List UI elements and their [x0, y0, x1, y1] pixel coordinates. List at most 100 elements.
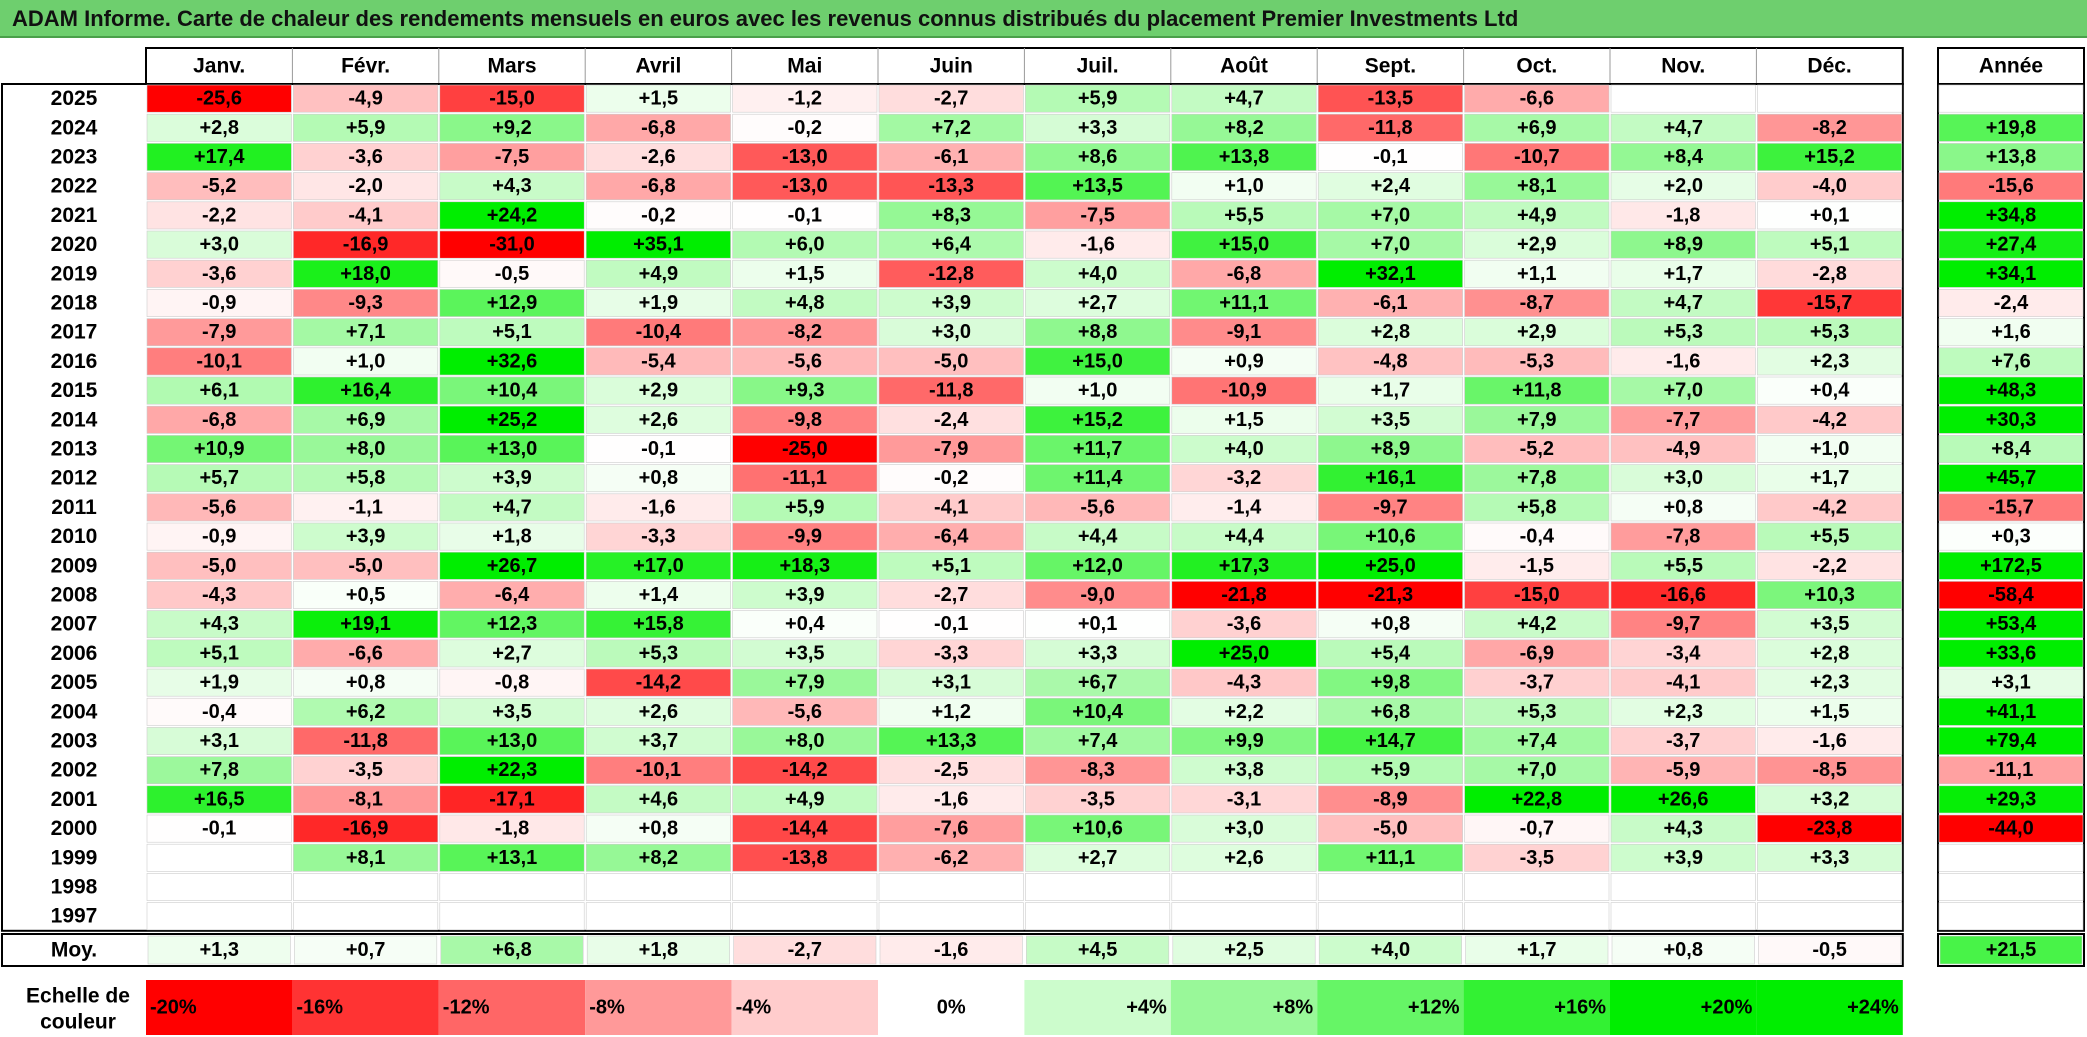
heat-cell — [1317, 172, 1463, 201]
heat-cell — [1464, 610, 1610, 639]
cell-value: -16,9 — [343, 234, 389, 256]
annual-value: +45,7 — [1986, 467, 2037, 489]
heat-cell — [1610, 610, 1756, 639]
scale-swatch — [1170, 980, 1318, 1035]
heat-cell — [1317, 376, 1463, 405]
annual-value: +30,3 — [1986, 409, 2037, 431]
heat-cell — [1610, 581, 1756, 609]
heat-cell — [1171, 639, 1317, 668]
heat-cell — [146, 785, 292, 814]
annual-cell — [1938, 435, 2084, 463]
annual-value: +27,4 — [1986, 234, 2037, 256]
year-label: 2016 — [51, 350, 98, 373]
cell-value: +6,4 — [931, 234, 971, 256]
cell-value: -5,6 — [788, 701, 822, 723]
cell-value: +8,3 — [931, 204, 970, 226]
cell-value: +2,9 — [639, 380, 678, 402]
heat-cell — [1464, 347, 1610, 376]
heat-cell — [732, 435, 878, 463]
year-header-box — [1937, 47, 2085, 85]
cell-value: +3,0 — [1663, 467, 1702, 489]
cell-value: -11,8 — [343, 730, 387, 752]
cell-value: +13,3 — [926, 730, 977, 752]
heat-cell — [1464, 522, 1610, 551]
cell-value: -0,4 — [202, 701, 237, 723]
heat-cell — [878, 843, 1024, 872]
heat-cell — [1317, 201, 1463, 230]
heat-cell — [1610, 668, 1756, 697]
cell-value: -1,6 — [641, 496, 675, 518]
heat-cell — [439, 581, 585, 609]
month-header: Juil. — [1077, 55, 1119, 78]
heat-cell — [585, 405, 731, 434]
annual-value: +33,6 — [1986, 642, 2037, 664]
heat-cell — [878, 493, 1024, 522]
heat-cell — [1757, 259, 1903, 288]
heat-cell — [146, 376, 292, 405]
scale-swatch — [585, 980, 732, 1035]
heat-cell — [1757, 843, 1903, 872]
heat-cell — [146, 464, 292, 493]
cell-value: +10,3 — [1804, 584, 1855, 606]
heat-cell — [1464, 756, 1610, 785]
month-header: Févr. — [341, 55, 390, 78]
heat-cell — [146, 113, 292, 142]
heat-cell — [439, 172, 585, 201]
cell-value: +7,0 — [1517, 759, 1556, 781]
cell-value: -5,6 — [202, 496, 236, 518]
heat-cell — [1757, 201, 1903, 230]
heat-cell — [1025, 551, 1171, 580]
cell-value: +5,1 — [492, 321, 531, 343]
year-label: 2005 — [51, 671, 98, 694]
heat-cell — [146, 522, 292, 551]
cell-value: -9,7 — [1666, 613, 1700, 635]
cell-value: +11,8 — [1512, 380, 1562, 402]
cell-value: +7,9 — [785, 672, 824, 694]
scale-step-label: -8% — [589, 997, 625, 1019]
heat-cell — [878, 756, 1024, 785]
heat-cell — [1171, 318, 1317, 347]
heat-cell — [1317, 347, 1463, 376]
cell-value: -4,9 — [1666, 438, 1700, 460]
cell-value: +3,0 — [931, 321, 970, 343]
cell-value: +15,2 — [1072, 409, 1123, 431]
heat-cell — [732, 873, 878, 901]
heat-cell — [439, 347, 585, 376]
cell-value: -2,7 — [934, 584, 968, 606]
heat-cell — [732, 201, 878, 230]
heat-cell — [878, 785, 1024, 814]
cell-value: -0,4 — [1520, 526, 1555, 548]
annual-cell — [1938, 756, 2084, 785]
cell-value: +4,7 — [1663, 117, 1702, 139]
cell-value: +5,5 — [1810, 526, 1849, 548]
cell-value: -13,3 — [928, 175, 974, 197]
annual-value: +172,5 — [1980, 555, 2042, 577]
year-label: 2004 — [51, 700, 98, 723]
annual-cell — [1938, 405, 2084, 434]
annual-cell — [1938, 668, 2084, 697]
heat-cell — [1464, 318, 1610, 347]
heat-cell — [1757, 522, 1903, 551]
heat-cell — [878, 143, 1024, 171]
heat-cell — [1610, 113, 1756, 142]
cell-value: -0,2 — [641, 204, 675, 226]
heat-cell — [1464, 143, 1610, 171]
heat-cell — [878, 201, 1024, 230]
heat-cell — [878, 84, 1024, 113]
cell-value: +3,0 — [199, 234, 238, 256]
month-header: Mars — [487, 55, 536, 78]
heat-cell — [878, 551, 1024, 580]
heat-cell — [585, 435, 731, 463]
cell-value: +8,6 — [1078, 146, 1117, 168]
heat-cell — [293, 464, 439, 493]
cell-value: +19,1 — [340, 613, 391, 635]
cell-value: -11,8 — [929, 380, 973, 402]
year-label: 2018 — [51, 292, 98, 315]
cell-value: -7,9 — [202, 321, 236, 343]
cell-value: +5,4 — [1371, 642, 1411, 664]
cell-value: +16,4 — [340, 380, 391, 402]
average-annual-cell — [1939, 935, 2083, 965]
cell-value: -21,3 — [1368, 584, 1414, 606]
cell-value: +25,0 — [1365, 555, 1416, 577]
cell-value: +3,7 — [639, 730, 678, 752]
